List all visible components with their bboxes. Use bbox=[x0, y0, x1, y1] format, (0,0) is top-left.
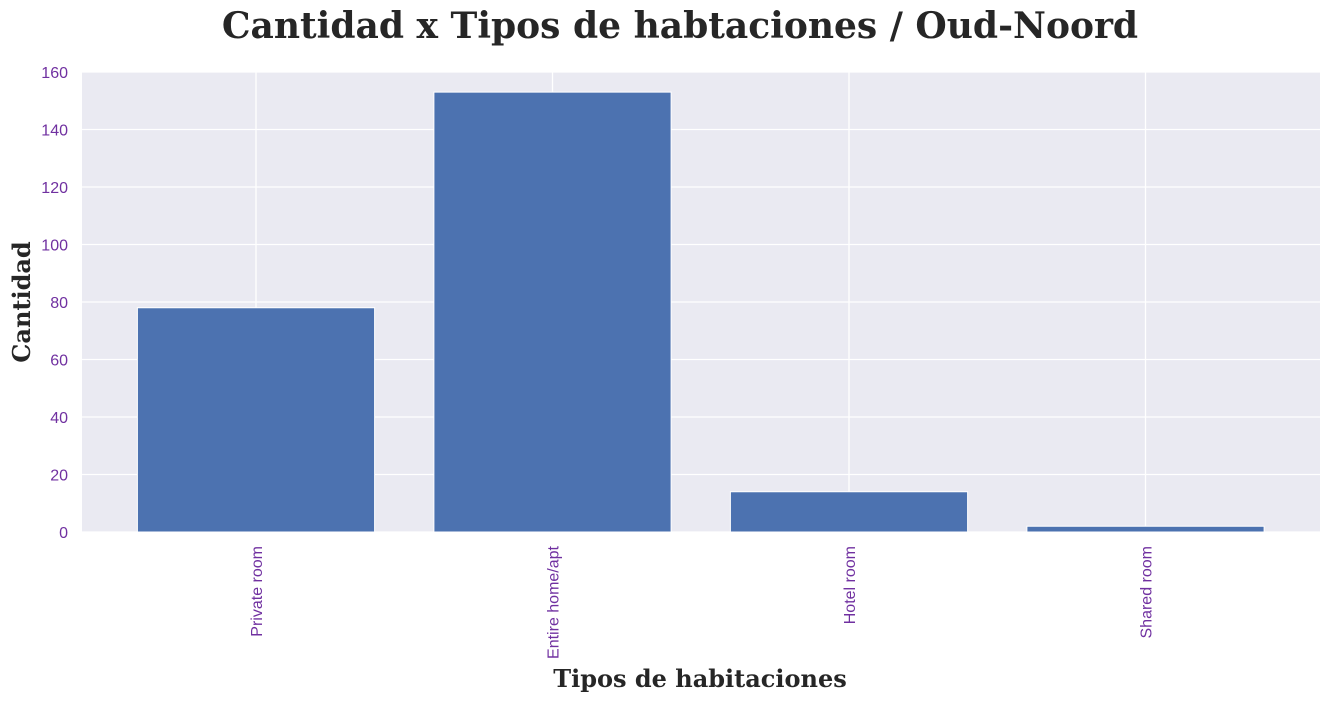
bar bbox=[433, 91, 672, 533]
y-tick-label: 20 bbox=[50, 468, 68, 485]
y-tick-label: 0 bbox=[59, 525, 68, 542]
y-tick-label: 80 bbox=[50, 295, 68, 312]
x-tick-label: Hotel room bbox=[842, 546, 859, 624]
chart-title: Cantidad x Tipos de habtaciones / Oud-No… bbox=[222, 5, 1138, 47]
x-tick-label: Shared room bbox=[1139, 546, 1156, 639]
bar bbox=[136, 307, 376, 533]
y-tick-label: 120 bbox=[41, 180, 68, 197]
y-tick-label: 60 bbox=[50, 353, 68, 370]
y-tick-label: 100 bbox=[41, 238, 68, 255]
x-tick-labels: Private room Entire home/apt Hotel room Sha… bbox=[249, 545, 1156, 659]
x-tick-label: Entire home/apt bbox=[546, 545, 563, 659]
y-tick-label: 40 bbox=[50, 410, 68, 427]
x-axis-label: Tipos de habitaciones bbox=[553, 664, 847, 693]
bars bbox=[136, 91, 1265, 533]
y-tick-label: 160 bbox=[41, 65, 68, 82]
y-axis-label: Cantidad bbox=[7, 241, 36, 363]
bar bbox=[729, 491, 969, 533]
y-tick-labels: 0 20 40 60 80 100 120 140 160 bbox=[41, 65, 68, 542]
y-tick-label: 140 bbox=[41, 123, 68, 140]
bar bbox=[1026, 525, 1265, 533]
x-tick-label: Private room bbox=[249, 546, 266, 637]
